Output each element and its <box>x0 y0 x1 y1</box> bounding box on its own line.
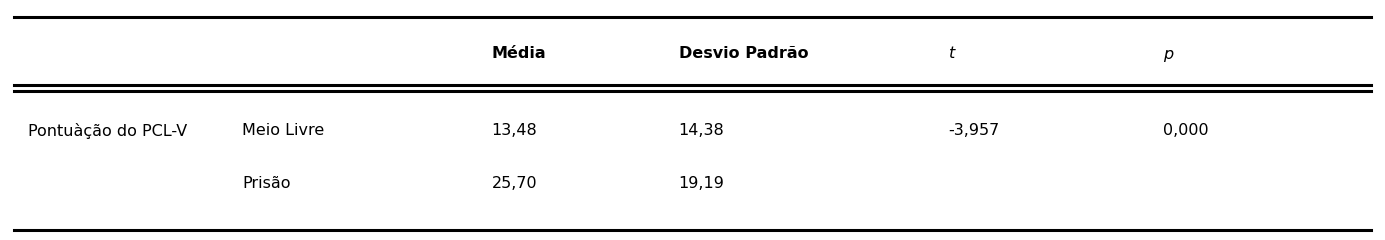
Text: 0,000: 0,000 <box>1163 123 1209 138</box>
Text: 13,48: 13,48 <box>492 123 537 138</box>
Text: p: p <box>1163 47 1173 61</box>
Text: t: t <box>949 47 956 61</box>
Text: Média: Média <box>492 47 546 61</box>
Text: Meio Livre: Meio Livre <box>242 123 324 138</box>
Text: Pontuàção do PCL-V: Pontuàção do PCL-V <box>28 123 187 139</box>
Text: 14,38: 14,38 <box>679 123 724 138</box>
Text: -3,957: -3,957 <box>949 123 1000 138</box>
Text: 19,19: 19,19 <box>679 176 724 191</box>
Text: Desvio Padrão: Desvio Padrão <box>679 47 809 61</box>
Text: 25,70: 25,70 <box>492 176 537 191</box>
Text: Prisão: Prisão <box>242 176 291 191</box>
